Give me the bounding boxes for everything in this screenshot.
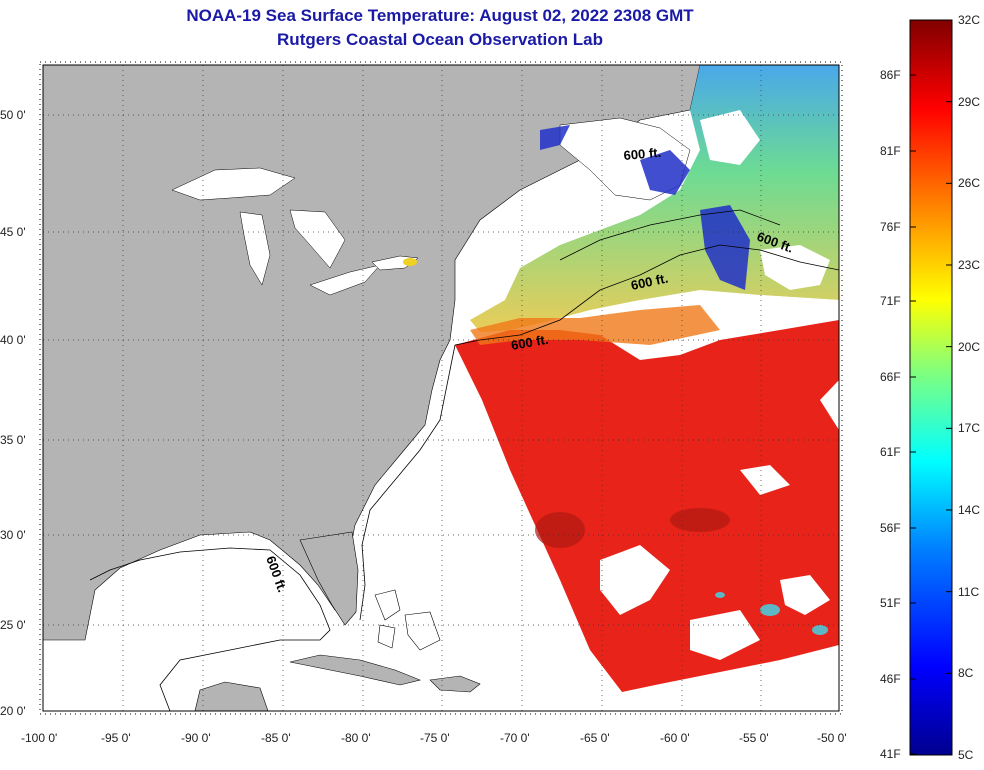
contour-label-1: 600 ft.	[623, 145, 662, 163]
colorbar-celsius-label: 8C	[958, 666, 974, 681]
longitude-label: -80 0'	[341, 731, 371, 745]
contour-label-4: 600 ft.	[510, 332, 550, 353]
latitude-label: 40 0'	[0, 333, 26, 347]
map-title: NOAA-19 Sea Surface Temperature: August …	[186, 6, 694, 25]
sst-cloud-swath	[600, 380, 839, 660]
colorbar-fahrenheit-label: 76F	[880, 220, 901, 234]
colorbar-celsius-label: 14C	[958, 503, 981, 517]
longitude-label: -75 0'	[420, 731, 450, 745]
colorbar-fahrenheit-label: 66F	[880, 370, 901, 384]
longitude-label: -100 0'	[21, 731, 58, 745]
longitude-label: -60 0'	[660, 731, 690, 745]
contour-600ft-north	[559, 209, 781, 261]
longitude-label: -65 0'	[580, 731, 610, 745]
colorbar-fahrenheit-label: 56F	[880, 521, 901, 535]
colorbar-ticks	[910, 19, 952, 756]
sst-cyan-patches	[715, 592, 828, 635]
colorbar-celsius-label: 32C	[958, 13, 981, 27]
colorbar-fahrenheit-label: 46F	[880, 672, 901, 686]
colorbar-fahrenheit-label: 81F	[880, 144, 901, 158]
latitude-label: 30 0'	[0, 528, 26, 542]
colorbar-celsius-label: 20C	[958, 339, 981, 354]
longitude-label: -70 0'	[500, 731, 530, 745]
contour-600ft-gulf	[89, 547, 331, 711]
longitude-label: -50 0'	[817, 731, 847, 745]
colorbar-celsius-label: 26C	[958, 176, 981, 191]
colorbar-celsius-label: 17C	[958, 421, 981, 436]
map-tick-border	[39, 61, 843, 715]
colorbar-celsius-label: 23C	[958, 258, 981, 272]
latitude-label: 50 0'	[0, 108, 26, 122]
colorbar-celsius-label: 11C	[958, 584, 980, 599]
colorbar-fahrenheit-label: 86F	[880, 68, 901, 82]
colorbar-celsius-label: 5C	[958, 748, 974, 762]
latitude-label: 25 0'	[0, 618, 26, 632]
colorbar-fahrenheit-label: 61F	[880, 445, 901, 459]
longitude-label: -85 0'	[261, 731, 291, 745]
colorbar-fahrenheit-label: 51F	[880, 596, 901, 610]
map-subtitle: Rutgers Coastal Ocean Observation Lab	[277, 30, 603, 49]
colorbar-celsius-label: 29C	[958, 94, 981, 109]
latitude-label: 35 0'	[0, 433, 26, 447]
land-hispaniola	[429, 675, 481, 693]
sst-warm-swath	[455, 320, 839, 692]
longitude-label: -55 0'	[739, 731, 769, 745]
land-yucatan	[194, 681, 269, 711]
bahamas-outline	[374, 589, 441, 651]
sst-warm-orange-band	[470, 305, 720, 345]
colorbar-fahrenheit-label: 41F	[880, 747, 901, 761]
land-cuba	[289, 654, 421, 686]
longitude-label: -90 0'	[181, 731, 211, 745]
latitude-label: 45 0'	[0, 225, 26, 239]
sst-cold-patches	[540, 125, 750, 290]
sst-warm-core	[535, 508, 730, 548]
colorbar-fahrenheit-label: 71F	[880, 294, 901, 308]
map-frame	[42, 64, 840, 712]
contour-600ft	[454, 244, 839, 346]
colorbar	[909, 19, 953, 756]
land-florida	[299, 531, 359, 626]
contour-600ft-atlantic	[359, 344, 456, 621]
latitude-label: 20 0'	[0, 704, 26, 718]
longitude-label: -95 0'	[101, 731, 131, 745]
